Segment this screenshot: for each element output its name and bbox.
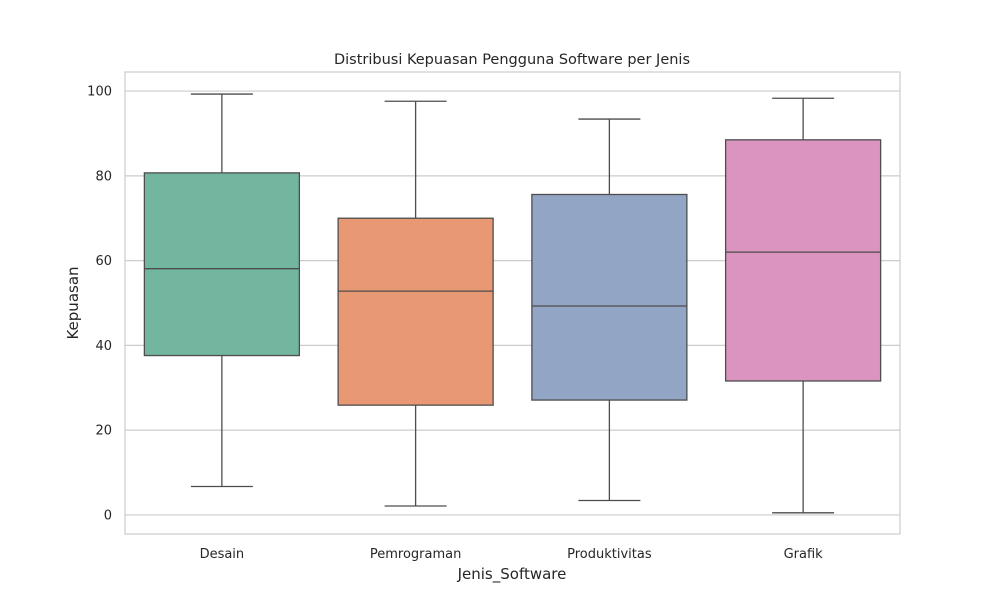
x-axis-label: Jenis_Software	[457, 565, 567, 584]
box-iqr	[337, 217, 494, 406]
box-group	[531, 118, 688, 502]
plot-frame	[124, 71, 901, 535]
y-tick-label: 20	[95, 424, 112, 439]
y-tick-label: 80	[95, 169, 112, 184]
box-group	[724, 97, 882, 514]
x-tick-label: Produktivitas	[567, 547, 652, 562]
x-tick-label: Pemrograman	[370, 547, 461, 562]
x-tick-labels: Desain Pemrograman Produktivitas Grafik	[200, 547, 824, 562]
box-group	[337, 100, 494, 507]
box-group	[143, 93, 301, 488]
y-tick-labels: 0 20 40 60 80 100	[87, 85, 112, 524]
chart-title: Distribusi Kepuasan Pengguna Software pe…	[334, 52, 690, 68]
box-iqr	[531, 193, 688, 401]
x-tick-label: Desain	[200, 547, 245, 562]
y-axis-label: Kepuasan	[64, 266, 82, 339]
box-iqr	[724, 139, 882, 382]
y-tick-label: 60	[95, 254, 112, 269]
y-tick-label: 40	[95, 339, 112, 354]
y-tick-label: 0	[104, 508, 112, 523]
box-iqr	[143, 172, 301, 357]
y-tick-label: 100	[87, 85, 112, 100]
boxes	[143, 93, 882, 514]
x-tick-label: Grafik	[784, 547, 824, 562]
